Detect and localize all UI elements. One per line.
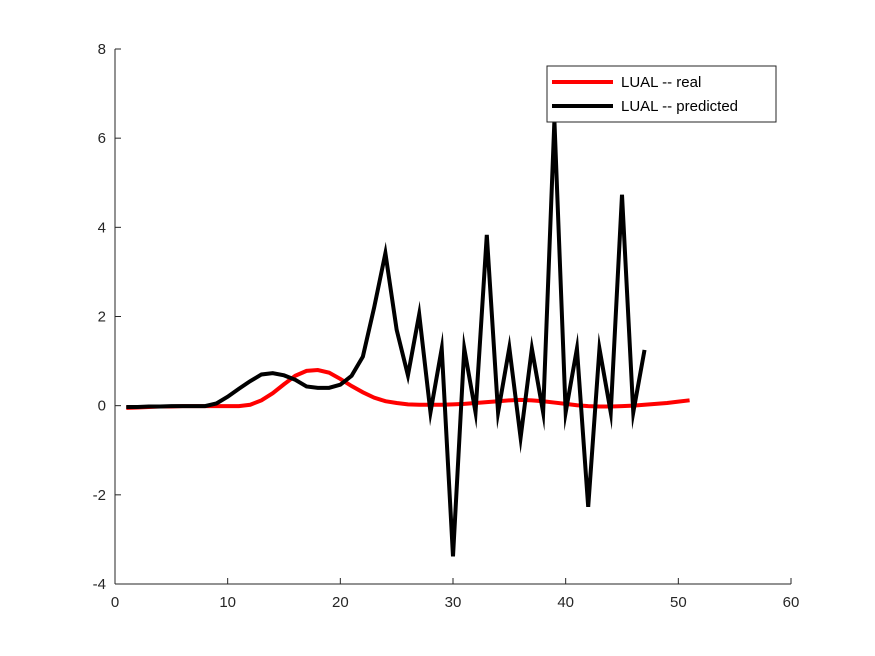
series-line-predicted xyxy=(126,120,647,557)
x-tick-label: 60 xyxy=(783,594,800,611)
y-tick-label: -2 xyxy=(93,487,106,504)
x-tick-label: 50 xyxy=(670,594,687,611)
series-layer xyxy=(126,120,690,557)
y-tick-label: 2 xyxy=(98,309,106,326)
legend-label: LUAL -- predicted xyxy=(621,98,738,115)
axes: 0 10 20 30 40 50 60 -4 -2 0 2 4 6 8 xyxy=(93,41,800,611)
y-tick-label: -4 xyxy=(93,576,106,593)
y-tick-label: 6 xyxy=(98,130,106,147)
x-tick-label: 20 xyxy=(332,594,349,611)
x-tick-label: 0 xyxy=(111,594,119,611)
legend: LUAL -- real LUAL -- predicted xyxy=(546,65,777,123)
x-tick-label: 30 xyxy=(445,594,462,611)
y-tick-label: 4 xyxy=(98,219,106,236)
legend-label: LUAL -- real xyxy=(621,74,701,91)
y-tick-label: 0 xyxy=(98,398,106,415)
x-tick-label: 40 xyxy=(557,594,574,611)
y-tick-label: 8 xyxy=(98,41,106,58)
x-tick-label: 10 xyxy=(219,594,236,611)
legend-box xyxy=(546,65,777,123)
